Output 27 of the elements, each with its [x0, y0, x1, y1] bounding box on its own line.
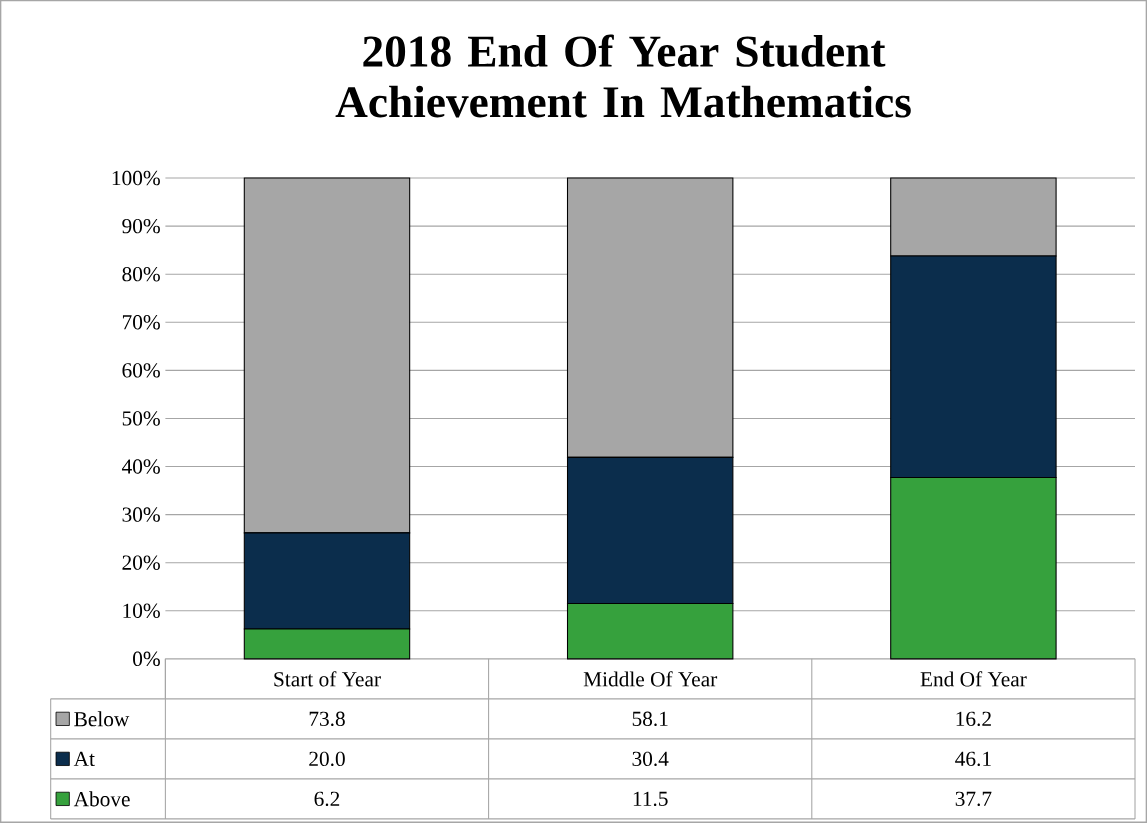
- y-tick-label: 80%: [122, 267, 160, 282]
- y-tick-label: 10%: [123, 603, 160, 619]
- x-tick-label: Middle Of Year: [583, 671, 718, 687]
- chart-title: 2018 End Of Year Student Achievement In Mathematics: [335, 34, 911, 118]
- x-tick-label: End Of Year: [920, 671, 1027, 687]
- x-tick-label: Start of Year: [274, 671, 381, 687]
- data-label: 11.5: [633, 791, 668, 807]
- legend-label: Above: [73, 791, 130, 807]
- data-label: 37.7: [955, 791, 992, 807]
- y-tick-label: 90%: [122, 218, 160, 234]
- data-label: 58.1: [632, 711, 668, 727]
- y-tick-label: 50%: [122, 411, 160, 426]
- data-label: 16.2: [956, 711, 991, 727]
- data-label: 20.0: [309, 751, 345, 767]
- y-tick-label: 40%: [121, 459, 160, 474]
- y-tick-label: 60%: [122, 363, 160, 378]
- y-tick-label: 100%: [112, 170, 160, 186]
- y-tick-label: 70%: [122, 315, 160, 330]
- y-tick-label: 20%: [122, 555, 160, 570]
- y-tick-label: 0%: [133, 651, 160, 667]
- data-label: 46.1: [955, 751, 991, 767]
- legend-label: At: [73, 751, 95, 767]
- data-label: 6.2: [314, 791, 340, 807]
- y-tick-label: 30%: [122, 507, 160, 522]
- data-label: 30.4: [632, 751, 669, 767]
- legend-label: Below: [74, 711, 130, 727]
- data-label: 73.8: [309, 711, 345, 727]
